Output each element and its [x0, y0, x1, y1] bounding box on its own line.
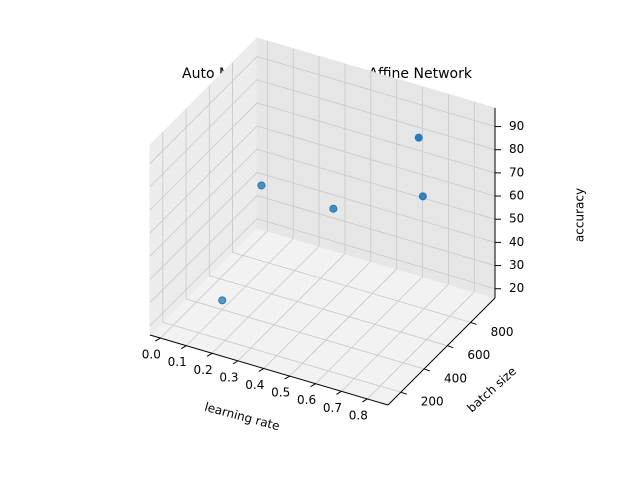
x-axis-label: learning rate	[203, 400, 281, 433]
grid-line	[185, 238, 294, 346]
grid-line	[237, 253, 346, 362]
grid-line	[232, 252, 471, 323]
grid-line	[149, 148, 258, 257]
grid-line	[256, 56, 496, 127]
tick-mark	[155, 337, 161, 342]
x-tick-label: 0.2	[194, 363, 213, 377]
tick-mark	[206, 352, 213, 357]
tick-mark	[470, 321, 477, 325]
tick-mark	[423, 368, 431, 372]
grid-line	[341, 284, 449, 392]
x-tick-label: 0.3	[219, 370, 238, 384]
grid-line	[149, 102, 258, 211]
grid-line	[160, 230, 268, 339]
grid-line	[315, 276, 423, 384]
x-tick-label: 0.8	[349, 408, 368, 422]
point	[418, 192, 427, 201]
z-tick-label: 50	[509, 212, 524, 226]
y-axis-line	[387, 297, 496, 406]
grid-line	[211, 245, 320, 354]
x-tick-label: 0.5	[271, 386, 290, 400]
grid-line	[185, 298, 425, 370]
x-axis-line	[149, 334, 389, 406]
z-tick-label: 40	[509, 235, 524, 249]
point	[257, 181, 266, 190]
grid-line	[289, 268, 397, 377]
grid-line	[256, 218, 496, 290]
grid-line	[162, 321, 401, 393]
z-tick-label: 70	[509, 165, 524, 179]
z-axis-label: accuracy	[573, 188, 587, 242]
grid-line	[256, 79, 496, 151]
grid-line	[256, 125, 496, 197]
x-tick-label: 0.4	[245, 378, 264, 392]
grid-line	[149, 125, 258, 234]
x-tick-label: 0.7	[323, 401, 342, 415]
grid-line	[367, 291, 475, 400]
tick-mark	[400, 391, 407, 395]
grid-line	[149, 56, 258, 164]
tick-mark	[336, 390, 342, 395]
z-tick-label: 90	[509, 119, 524, 133]
grid-line	[209, 275, 448, 347]
point	[329, 204, 338, 213]
grid-line	[149, 79, 258, 187]
tick-mark	[447, 345, 454, 349]
y-axis-label: batch size	[464, 364, 519, 415]
point	[414, 133, 423, 142]
x-tick-label: 0.1	[168, 355, 187, 369]
tick-mark	[180, 345, 187, 350]
point	[218, 296, 227, 305]
y-tick-label: 600	[467, 348, 490, 362]
grid-line	[256, 102, 496, 174]
grid-line	[149, 195, 258, 303]
tick-mark	[232, 360, 239, 365]
z-tick-label: 30	[509, 258, 524, 272]
grid-line	[149, 172, 258, 280]
tick-mark	[284, 375, 290, 380]
grid-line	[256, 172, 496, 243]
z-tick-label: 20	[509, 281, 524, 295]
y-tick-label: 400	[444, 371, 467, 385]
tick-mark	[310, 383, 316, 388]
grid-line	[256, 148, 496, 220]
tick-mark	[258, 368, 265, 372]
y-tick-label: 200	[421, 395, 444, 409]
x-tick-label: 0.0	[142, 348, 161, 362]
grid-line	[149, 218, 258, 327]
y-tick-label: 800	[491, 325, 514, 339]
grid-line	[256, 195, 496, 266]
grid-line	[263, 261, 372, 369]
tick-mark	[362, 398, 368, 403]
z-tick-label: 80	[509, 142, 524, 156]
z-tick-label: 60	[509, 189, 524, 203]
x-tick-label: 0.6	[297, 393, 316, 407]
